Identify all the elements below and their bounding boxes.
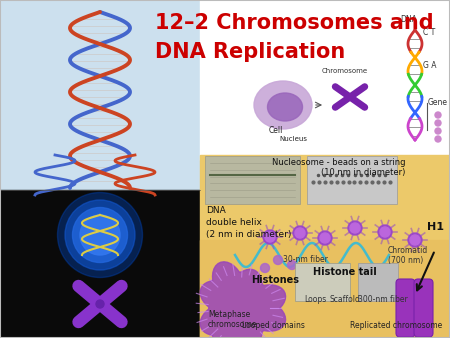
Ellipse shape	[96, 300, 104, 308]
Text: Chromatid
(700 nm): Chromatid (700 nm)	[388, 246, 428, 265]
FancyBboxPatch shape	[358, 263, 398, 301]
Bar	[0, 0, 200, 190]
Ellipse shape	[435, 136, 441, 142]
Ellipse shape	[265, 232, 275, 242]
FancyBboxPatch shape	[295, 263, 350, 301]
Text: Nucleus: Nucleus	[279, 136, 307, 142]
Ellipse shape	[254, 81, 312, 129]
Text: DNA
double helix
(2 nm in diameter): DNA double helix (2 nm in diameter)	[206, 206, 292, 239]
Ellipse shape	[295, 228, 305, 238]
Text: Chromosome: Chromosome	[322, 68, 368, 74]
Bar	[0, 190, 200, 338]
FancyBboxPatch shape	[205, 156, 300, 204]
FancyBboxPatch shape	[396, 279, 415, 337]
Ellipse shape	[320, 233, 330, 243]
Polygon shape	[200, 262, 286, 338]
Text: Scaffold: Scaffold	[330, 295, 361, 304]
Bar	[200, 155, 450, 338]
Text: H1: H1	[427, 222, 444, 232]
Ellipse shape	[410, 235, 420, 245]
Ellipse shape	[274, 256, 283, 265]
Text: Histone tail: Histone tail	[313, 267, 377, 277]
Ellipse shape	[350, 223, 360, 233]
Text: Loops: Loops	[304, 295, 326, 304]
Ellipse shape	[65, 200, 135, 270]
Ellipse shape	[288, 261, 297, 269]
Ellipse shape	[435, 112, 441, 118]
Text: 300-nm fiber: 300-nm fiber	[358, 295, 408, 304]
Text: C T: C T	[423, 28, 435, 37]
Ellipse shape	[380, 227, 390, 237]
Text: Gene: Gene	[428, 98, 448, 107]
Bar	[200, 240, 450, 338]
Text: Nucleosome - beads on a string
(10 nm in diameter): Nucleosome - beads on a string (10 nm in…	[271, 158, 405, 177]
Ellipse shape	[263, 230, 277, 244]
FancyBboxPatch shape	[307, 156, 397, 204]
Ellipse shape	[378, 225, 392, 239]
Ellipse shape	[261, 264, 270, 272]
Text: 30-nm fiber: 30-nm fiber	[283, 255, 328, 264]
Ellipse shape	[408, 233, 422, 247]
Ellipse shape	[267, 93, 302, 121]
Ellipse shape	[435, 120, 441, 126]
FancyBboxPatch shape	[414, 279, 433, 337]
Ellipse shape	[58, 193, 143, 277]
Text: Looped domains: Looped domains	[242, 321, 305, 330]
Ellipse shape	[80, 215, 120, 255]
Text: Cell: Cell	[269, 126, 284, 135]
Text: G A: G A	[423, 61, 436, 70]
Ellipse shape	[318, 231, 332, 245]
Ellipse shape	[348, 221, 362, 235]
Text: Replicated chromosome: Replicated chromosome	[350, 321, 442, 330]
Ellipse shape	[293, 226, 307, 240]
Ellipse shape	[72, 208, 127, 263]
Text: DNA: DNA	[400, 15, 417, 24]
Bar	[200, 0, 450, 160]
Text: Histones: Histones	[251, 275, 299, 285]
Text: 12–2 Chromosomes and: 12–2 Chromosomes and	[155, 13, 434, 33]
Ellipse shape	[435, 128, 441, 134]
Text: DNA Replication: DNA Replication	[155, 42, 345, 62]
Text: Metaphase
chromosome: Metaphase chromosome	[208, 310, 257, 330]
